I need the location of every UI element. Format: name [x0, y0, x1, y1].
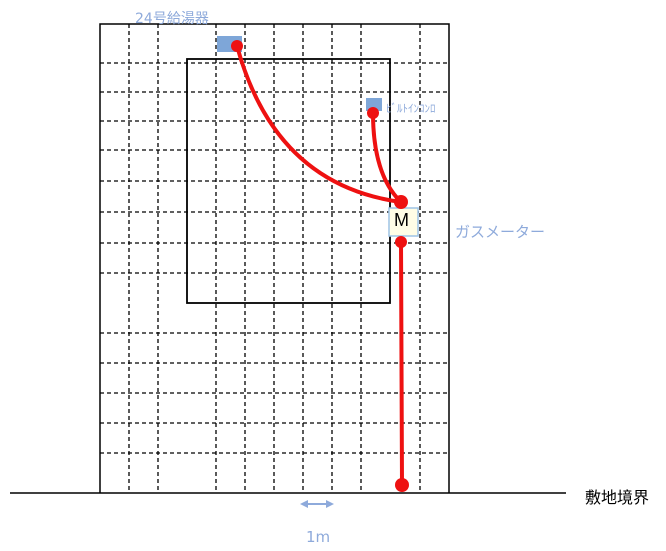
joint-stove — [367, 107, 379, 119]
gas-pipes — [235, 44, 404, 487]
water-heater-label: 24号給湯器 — [135, 11, 209, 27]
joint-meter-top — [394, 195, 408, 209]
pipe-stove — [371, 111, 403, 204]
gas-meter-box — [388, 207, 419, 237]
gas-meter-label: ガスメーター — [455, 223, 546, 241]
scale-arrow-icon — [300, 500, 334, 508]
pipe-joints — [231, 40, 409, 492]
builtin-stove-label: ﾋﾞﾙﾄｲﾝｺﾝﾛ — [386, 102, 436, 115]
scale-label: 1m — [306, 528, 331, 546]
joint-water-heater — [231, 40, 243, 52]
joint-boundary — [395, 478, 409, 492]
lot-outline — [99, 23, 450, 493]
grid-vertical-lines — [128, 24, 421, 493]
meter-symbol: M — [394, 210, 409, 230]
pipe-water-heater — [235, 44, 403, 204]
joint-meter-bottom — [395, 236, 407, 248]
builtin-stove-icon — [366, 98, 382, 111]
pipe-service — [399, 240, 404, 487]
house-footprint — [186, 58, 391, 304]
property-boundary-label: 敷地境界 — [585, 488, 650, 507]
